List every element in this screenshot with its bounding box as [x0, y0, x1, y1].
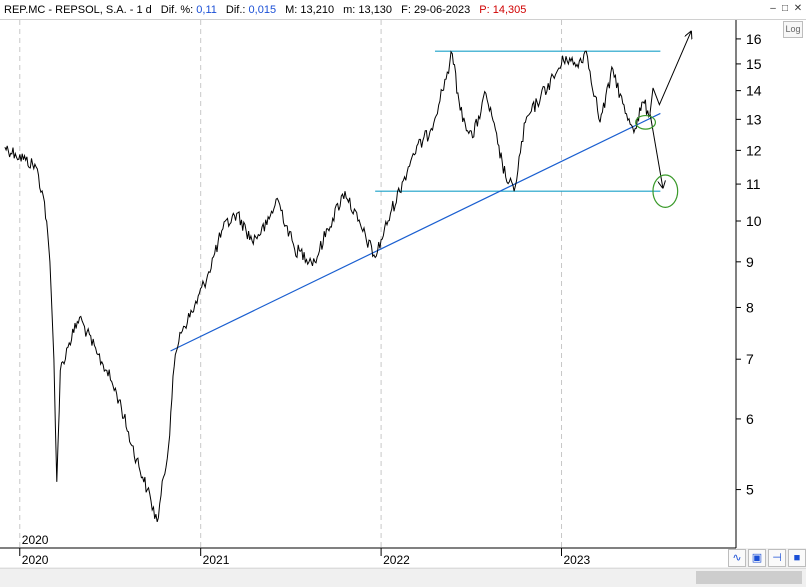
horizontal-scrollbar[interactable] — [0, 568, 806, 587]
scrollbar-thumb[interactable] — [696, 571, 802, 584]
min-label: m: 13,130 — [343, 4, 393, 16]
y-tick-label-10: 10 — [746, 213, 762, 229]
period-start-label: 2020 — [22, 533, 49, 547]
x-tick-label-2022: 2022 — [383, 553, 410, 567]
y-tick-label-7: 7 — [746, 351, 754, 367]
chart-toolbar: ∿ ▣ ⊣ ■ — [728, 549, 806, 567]
x-tick-label-2023: 2023 — [564, 553, 591, 567]
maximize-button[interactable]: □ — [781, 3, 789, 14]
wave-icon[interactable]: ∿ — [728, 549, 746, 567]
log-scale-button[interactable]: Log — [783, 21, 803, 38]
price-chart: 16 15 14 13 12 11 10 9 8 7 6 5 2020 2021 2022 2023 2020 — [0, 20, 806, 567]
y-tick-label-6: 6 — [746, 411, 754, 427]
price-label: P: 14,305 — [479, 4, 527, 16]
dif-value: 0,015 — [248, 4, 277, 16]
dif-pct-label: Dif. %: — [160, 4, 194, 16]
pin-icon[interactable]: ⊣ — [768, 549, 786, 567]
minimize-button[interactable]: – — [770, 3, 776, 14]
price-line — [4, 50, 651, 523]
dif-pct-value: 0,11 — [196, 4, 217, 16]
x-tick-label-2020: 2020 — [22, 553, 49, 567]
y-tick-label-9: 9 — [746, 254, 754, 270]
y-tick-label-11: 11 — [746, 176, 761, 192]
date-label: F: 29-06-2023 — [401, 4, 471, 16]
plot-area — [0, 20, 736, 548]
chart-header: REP.MC - REPSOL, S.A. - 1 d Dif. %: 0,11… — [0, 0, 806, 20]
y-tick-label-14: 14 — [746, 83, 762, 99]
x-tick-label-2021: 2021 — [203, 553, 230, 567]
y-tick-label-15: 15 — [746, 56, 762, 72]
dif-label: Dif.: — [225, 4, 246, 16]
ticker-label: REP.MC - REPSOL, S.A. - 1 d — [4, 4, 152, 16]
y-tick-label-16: 16 — [746, 31, 762, 47]
x-axis-area — [0, 548, 736, 567]
y-tick-label-5: 5 — [746, 482, 754, 498]
y-axis-area — [736, 20, 806, 548]
y-tick-label-13: 13 — [746, 111, 762, 127]
close-button[interactable]: ✕ — [793, 3, 803, 14]
projection-down-arrow — [649, 113, 663, 187]
y-tick-label-12: 12 — [746, 142, 762, 158]
save-icon[interactable]: ▣ — [748, 549, 766, 567]
trendline — [170, 112, 661, 352]
highlight-ellipse-1 — [635, 114, 657, 130]
highlight-ellipse-2 — [652, 174, 679, 208]
max-label: M: 13,210 — [285, 4, 335, 16]
projection-up-arrow — [649, 32, 691, 114]
panel-icon[interactable]: ■ — [788, 549, 806, 567]
y-tick-label-8: 8 — [746, 299, 754, 315]
